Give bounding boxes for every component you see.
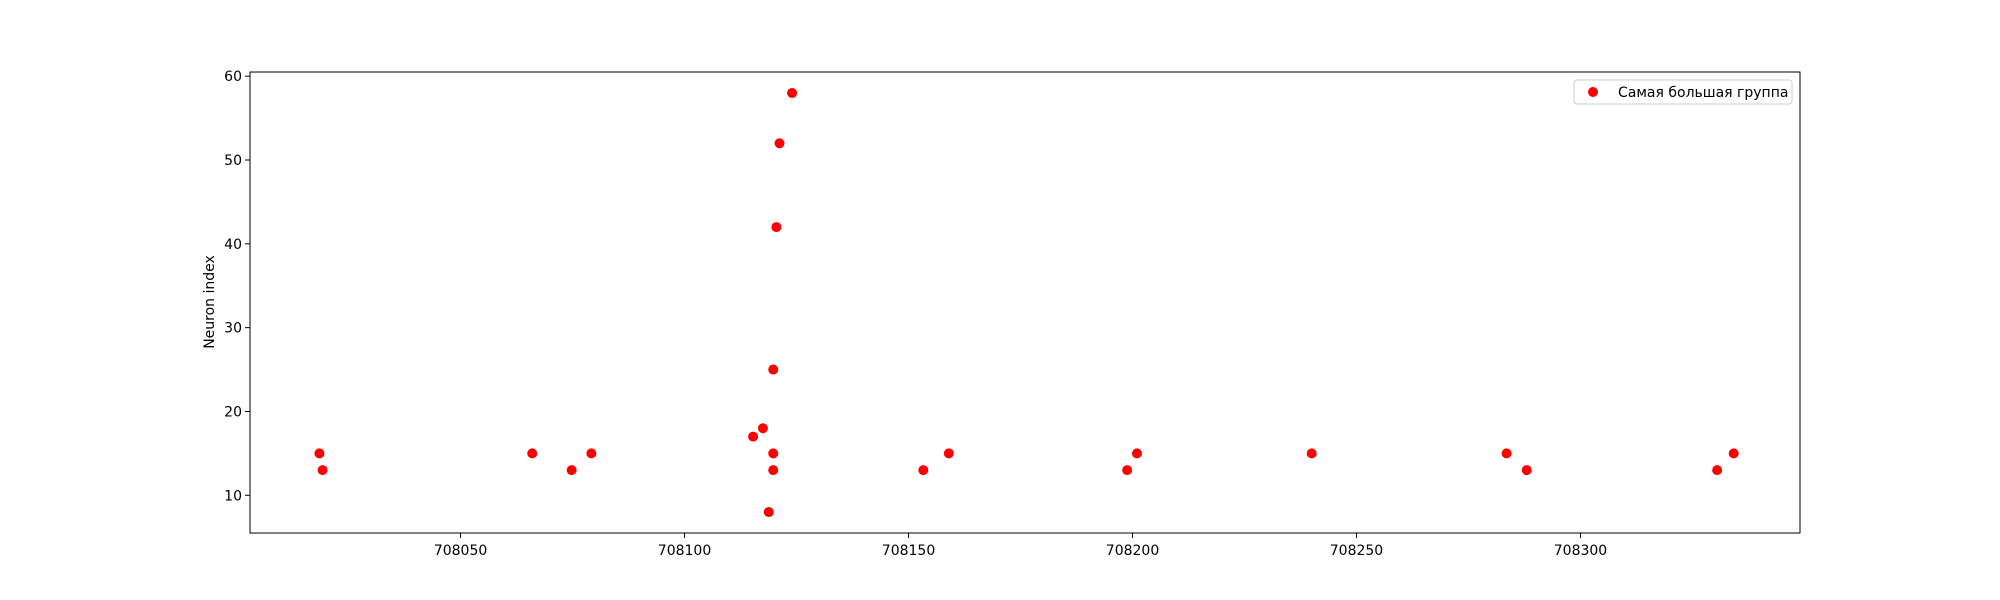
y-tick-label: 50 — [224, 153, 242, 169]
y-tick-label: 40 — [224, 237, 242, 253]
scatter-point — [768, 465, 779, 476]
scatter-point — [918, 465, 929, 476]
scatter-point — [748, 431, 759, 442]
scatter-point — [1122, 465, 1133, 476]
x-tick-label: 708050 — [434, 543, 487, 559]
y-axis: 10 20 30 40 50 60 — [224, 69, 250, 504]
legend: Самая большая группа — [1573, 79, 1793, 105]
legend-box — [1573, 79, 1793, 105]
scatter-point — [566, 465, 577, 476]
x-tick-label: 708250 — [1330, 543, 1383, 559]
scatter-point — [774, 138, 785, 149]
y-tick-label: 30 — [224, 321, 242, 337]
scatter-point — [1712, 465, 1723, 476]
x-tick-label: 708200 — [1106, 543, 1159, 559]
scatter-point — [1131, 448, 1142, 459]
legend-label: Самая большая группа — [1618, 85, 1788, 101]
scatter-point — [768, 448, 779, 459]
y-tick-label: 20 — [224, 404, 242, 420]
scatter-point — [771, 222, 782, 233]
data-points — [314, 87, 1739, 518]
scatter-point — [586, 448, 597, 459]
scatter-point — [943, 448, 954, 459]
plot-area: 708050 708100 708150 708200 708250 708300 10 2… — [224, 69, 1801, 559]
y-axis-label: Neuron index — [202, 255, 218, 349]
scatter-point — [1521, 465, 1532, 476]
scatter-point — [1501, 448, 1512, 459]
scatter-point — [1306, 448, 1317, 459]
y-tick-label: 60 — [224, 69, 242, 85]
plot-frame — [249, 71, 1801, 534]
x-axis: 708050 708100 708150 708200 708250 708300 — [434, 533, 1607, 559]
x-tick-label: 708150 — [882, 543, 935, 559]
scatter-point — [757, 423, 768, 434]
scatter-point — [314, 448, 325, 459]
scatter-point — [763, 507, 774, 518]
y-tick-label: 10 — [224, 488, 242, 504]
scatter-point — [317, 465, 328, 476]
scatter-point — [787, 87, 798, 98]
x-tick-label: 708300 — [1554, 543, 1607, 559]
x-tick-label: 708100 — [658, 543, 711, 559]
legend-marker — [1588, 87, 1598, 97]
scatter-point — [768, 364, 779, 375]
scatter-point — [527, 448, 538, 459]
scatter-point — [1728, 448, 1739, 459]
